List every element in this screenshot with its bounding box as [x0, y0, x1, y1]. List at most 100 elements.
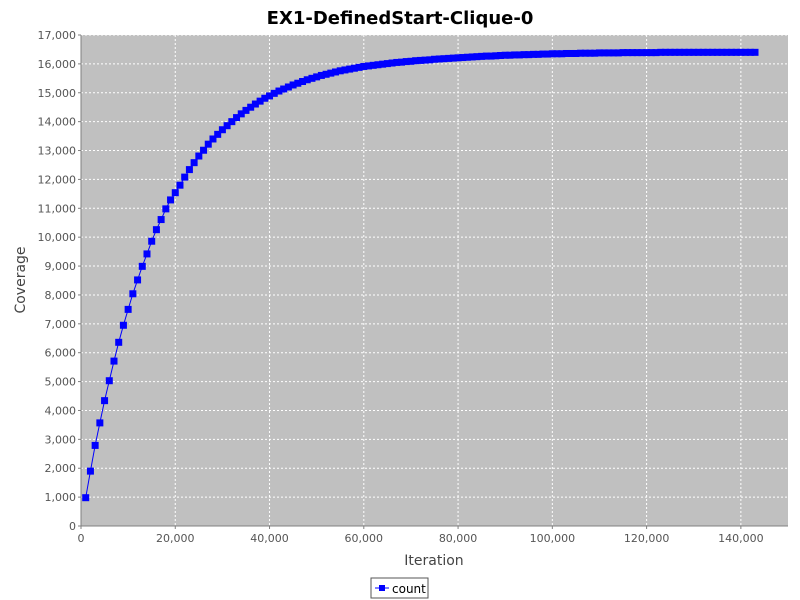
data-point [322, 70, 330, 78]
data-point [350, 64, 358, 72]
data-point [96, 419, 104, 427]
data-point [529, 50, 537, 58]
data-point [605, 49, 613, 57]
x-axis-label: Iteration [404, 553, 463, 569]
data-point [515, 51, 523, 59]
data-point [237, 110, 245, 118]
data-point [732, 48, 740, 56]
data-point [313, 73, 321, 81]
data-point [463, 53, 471, 61]
y-tick-label: 0 [69, 520, 76, 533]
data-point [247, 103, 255, 111]
data-point [610, 49, 618, 57]
data-point [223, 122, 231, 130]
data-point [105, 377, 113, 385]
data-point [86, 467, 94, 475]
data-point [591, 49, 599, 57]
data-point [496, 52, 504, 60]
data-point [299, 78, 307, 86]
data-point [388, 59, 396, 67]
data-point [595, 49, 603, 57]
plot-area [81, 35, 788, 526]
data-point [737, 48, 745, 56]
data-point [586, 49, 594, 57]
y-axis-label: Coverage [13, 246, 29, 313]
data-point [562, 49, 570, 57]
data-point [110, 357, 118, 365]
data-point [393, 58, 401, 66]
data-point [487, 52, 495, 60]
data-point [572, 49, 580, 57]
data-point [624, 49, 632, 57]
y-tick-label: 13,000 [38, 145, 77, 158]
data-point [544, 50, 552, 58]
data-point [228, 118, 236, 126]
data-point [633, 49, 641, 57]
data-point [619, 49, 627, 57]
data-point [157, 216, 165, 224]
y-tick-label: 1,000 [45, 491, 77, 504]
data-point [468, 53, 476, 61]
data-point [270, 89, 278, 97]
legend-box [370, 577, 429, 599]
data-point [308, 74, 316, 82]
data-point [242, 106, 250, 114]
data-point [459, 54, 467, 62]
data-point [661, 48, 669, 56]
data-point [261, 94, 269, 102]
y-tick-label: 7,000 [45, 318, 77, 331]
x-tick-label: 80,000 [439, 532, 478, 545]
data-point [511, 51, 519, 59]
data-point [355, 63, 363, 71]
data-point [284, 83, 292, 91]
data-point [379, 60, 387, 68]
data-point [171, 189, 179, 197]
data-point [558, 50, 566, 58]
data-point [548, 50, 556, 58]
data-point [374, 61, 382, 69]
data-point [327, 69, 335, 77]
x-tick-label: 60,000 [345, 532, 384, 545]
data-point [647, 49, 655, 57]
data-point [115, 338, 123, 346]
data-point [431, 55, 438, 63]
y-tick-label: 14,000 [38, 116, 77, 129]
data-point [671, 48, 679, 56]
grid [81, 34, 788, 526]
data-point [82, 494, 90, 502]
data-point [478, 52, 486, 60]
data-point [167, 196, 175, 204]
data-point [676, 48, 684, 56]
data-point [699, 48, 707, 56]
data-point [218, 126, 226, 134]
y-axis-ticks: 0 1,000 2,000 3,000 4,000 5,000 6,000 7,000 8,00… [38, 29, 81, 533]
data-point [567, 49, 575, 57]
data-point [369, 61, 377, 69]
y-tick-label: 6,000 [45, 347, 77, 360]
data-point [294, 79, 302, 87]
data-point [336, 67, 344, 75]
data-point [204, 140, 212, 148]
data-point [181, 173, 189, 181]
data-point [685, 48, 693, 56]
data-point [412, 57, 420, 65]
y-tick-label: 9,000 [45, 260, 77, 273]
data-point [91, 441, 99, 449]
data-point [402, 58, 410, 66]
data-point [577, 49, 585, 57]
x-axis-ticks: 0 20,000 40,000 60,000 80,000 100,000 120,000 1… [78, 526, 764, 545]
data-point [266, 92, 274, 100]
data-point [176, 181, 184, 189]
data-point [101, 397, 109, 405]
data-point [713, 48, 721, 56]
data-point [152, 226, 160, 234]
data-point [289, 81, 297, 89]
data-point [341, 66, 349, 74]
data-point [129, 290, 137, 298]
data-point [539, 50, 547, 58]
legend: count [370, 577, 429, 599]
data-point [652, 49, 660, 57]
data-point [643, 49, 651, 57]
data-point [426, 56, 434, 64]
data-point [482, 52, 490, 60]
